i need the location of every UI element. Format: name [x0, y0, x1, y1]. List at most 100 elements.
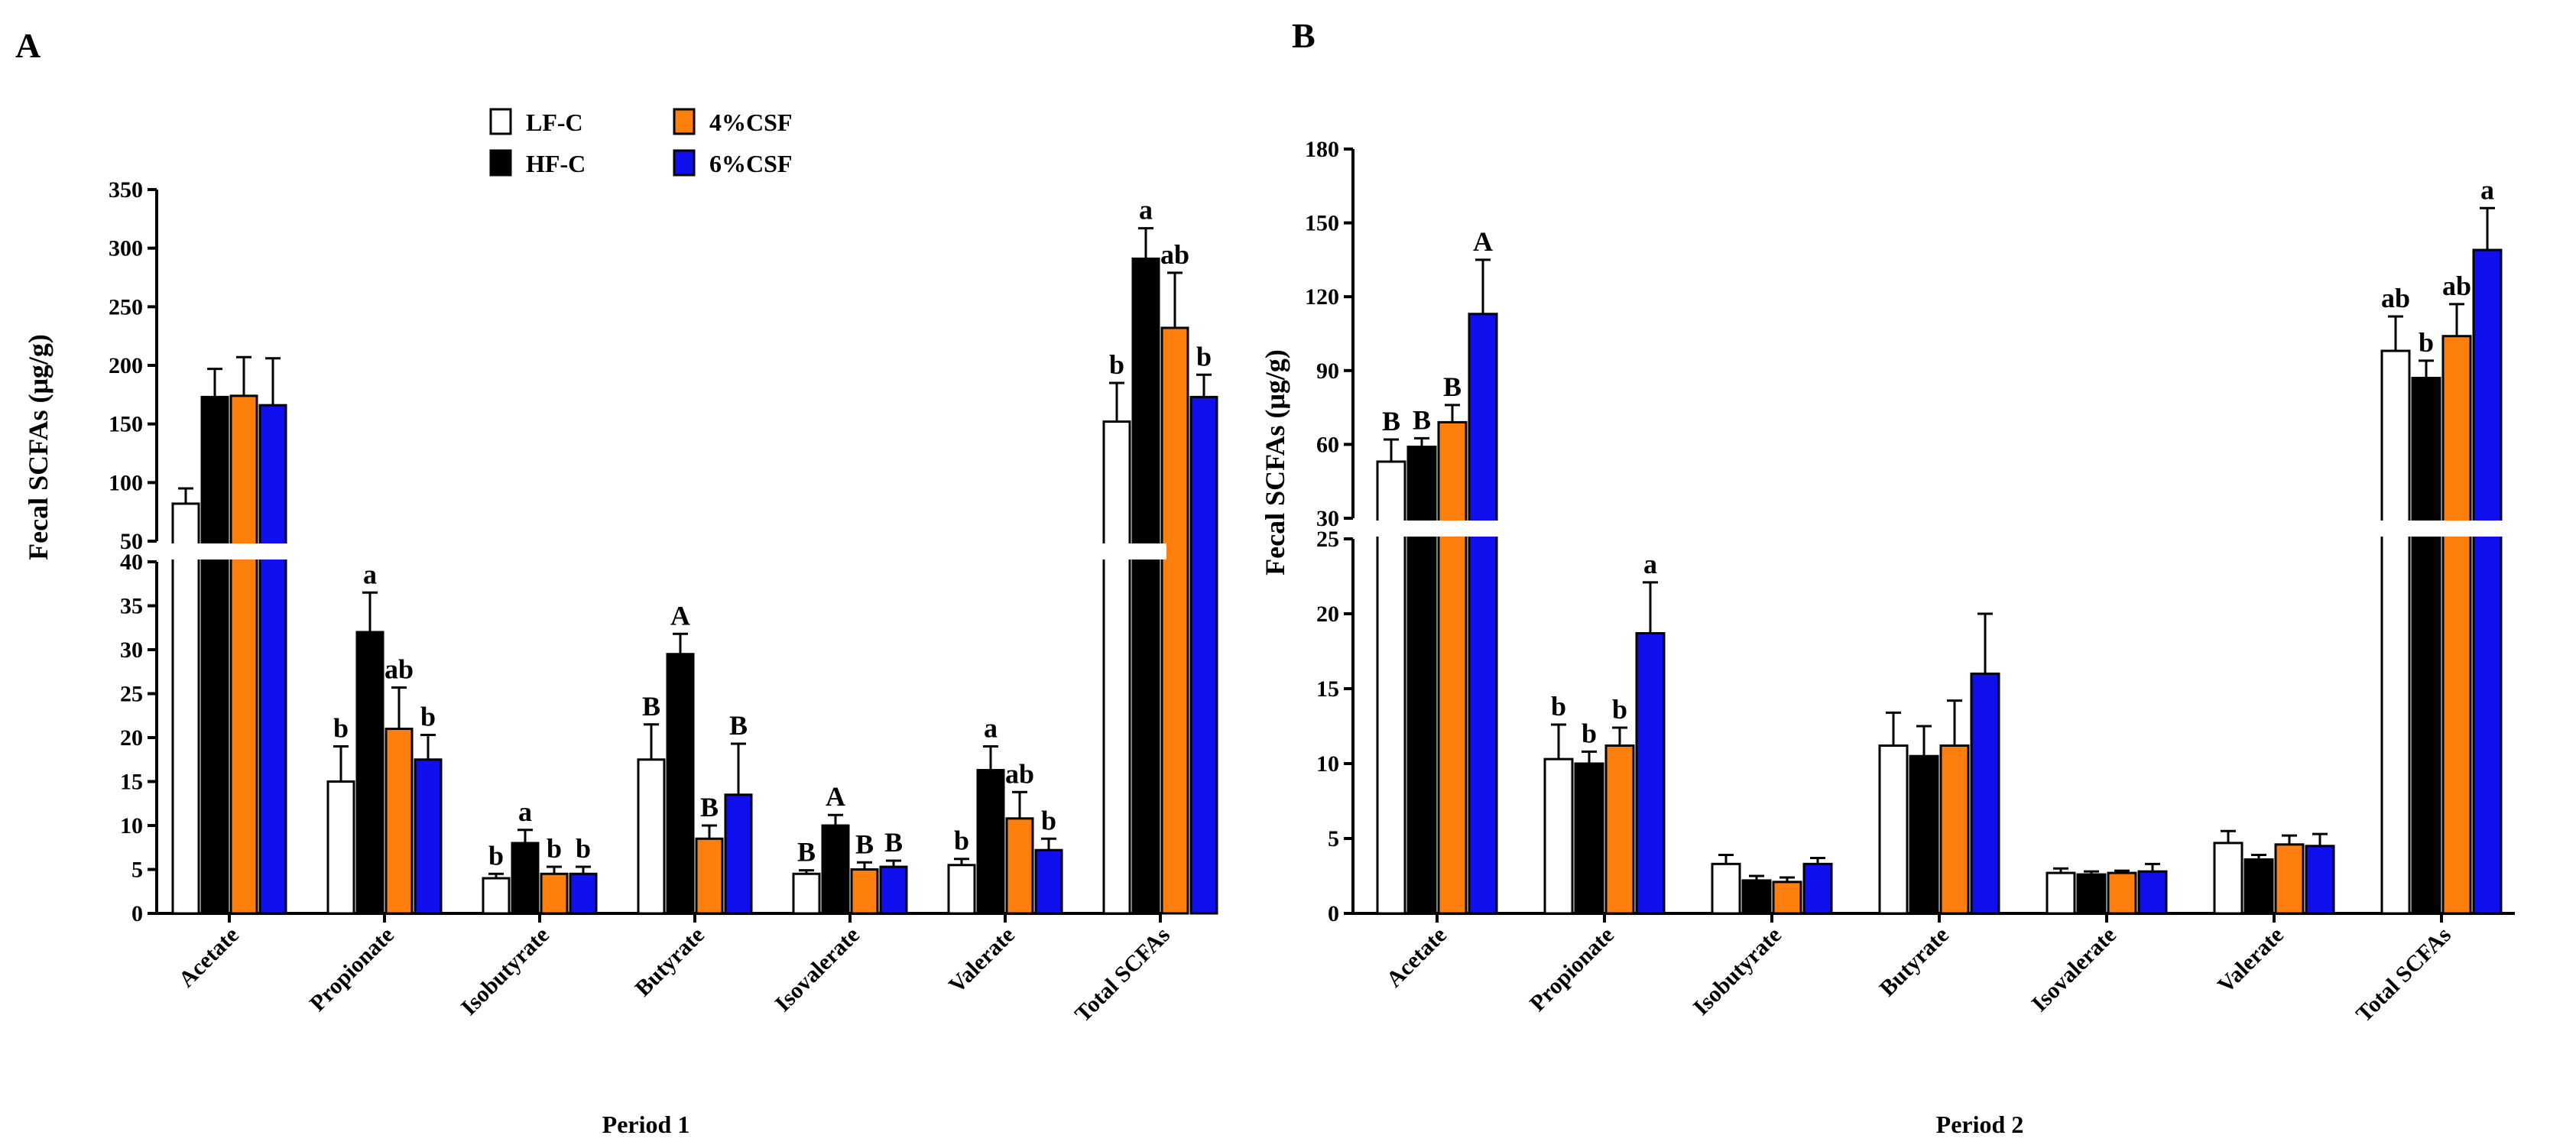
bar-total-scfas-6csf	[1189, 395, 1218, 915]
significance-label: b	[1196, 341, 1212, 371]
bar-acetate-hf-c	[200, 395, 229, 915]
bar-acetate-lf-c	[1376, 460, 1406, 915]
bar-acetate-4csf	[229, 394, 258, 915]
y-tick-label: 180	[1305, 137, 1339, 162]
bar-isovalerate-6csf	[2137, 870, 2168, 915]
y-tick-label: 200	[109, 353, 143, 378]
bar-propionate-lf-c	[1543, 757, 1574, 915]
significance-label: B	[642, 691, 660, 722]
y-tick-label: 60	[1316, 432, 1339, 457]
legend-label-lf-c: LF-C	[526, 109, 583, 136]
bar-propionate-6csf	[414, 758, 443, 915]
significance-label: B	[1382, 406, 1400, 436]
significance-label: ab	[1005, 758, 1034, 789]
significance-label: B	[884, 827, 903, 858]
significance-label: b	[954, 826, 969, 856]
panel-b-y-axis-label: Fecal SCFAs (μg/g)	[1260, 349, 1290, 576]
y-tick-label: 90	[1316, 358, 1339, 384]
legend-swatch-6csf	[673, 149, 696, 177]
bar-acetate-lf-c	[171, 502, 200, 915]
significance-label: B	[855, 829, 874, 859]
significance-label: b	[488, 840, 504, 871]
bar-propionate-4csf	[1604, 744, 1635, 915]
bar-isobutyrate-lf-c	[1711, 862, 1741, 915]
y-tick-label: 10	[120, 813, 143, 838]
bar-valerate-4csf	[1005, 817, 1034, 915]
x-tick-label: Isovalerate	[2026, 923, 2120, 1017]
y-tick-label: 20	[1316, 602, 1339, 627]
bar-propionate-hf-c	[1574, 762, 1604, 915]
y-tick-label: 30	[1316, 506, 1339, 531]
x-tick-label: Isobutyrate	[1689, 923, 1786, 1020]
y-tick-label: 25	[1316, 527, 1339, 552]
bar-total-scfas-hf-c	[1131, 257, 1160, 915]
significance-label: B	[797, 837, 816, 868]
x-tick-label: Propionate	[305, 923, 399, 1017]
y-tick-label: 250	[109, 294, 143, 319]
significance-label: b	[1109, 349, 1124, 380]
bar-isobutyrate-hf-c	[511, 842, 540, 915]
bar-isobutyrate-4csf	[540, 872, 569, 915]
y-tick-label: 0	[1328, 901, 1339, 926]
significance-label: B	[1413, 404, 1431, 435]
bar-butyrate-4csf	[695, 837, 724, 915]
bar-valerate-hf-c	[2243, 858, 2274, 915]
significance-label: b	[333, 713, 349, 744]
bar-acetate-6csf	[258, 404, 287, 915]
bar-butyrate-4csf	[1939, 744, 1970, 915]
bar-valerate-hf-c	[976, 769, 1005, 915]
bar-total-scfas-hf-c	[2411, 376, 2441, 915]
bar-isovalerate-6csf	[879, 865, 908, 915]
y-tick-label: 150	[1305, 211, 1339, 236]
x-tick-label: Propionate	[1525, 923, 1619, 1017]
significance-label: b	[576, 833, 591, 864]
y-tick-label: 30	[120, 637, 143, 663]
significance-label: b	[1551, 691, 1566, 722]
y-tick-label: 10	[1316, 751, 1339, 777]
x-tick-label: Total SCFAs	[1070, 923, 1175, 1027]
bar-total-scfas-lf-c	[1102, 420, 1131, 915]
significance-label: a	[2480, 174, 2494, 205]
significance-label: ab	[2381, 283, 2410, 313]
significance-label: B	[729, 710, 748, 741]
y-tick-label: 15	[120, 770, 143, 795]
significance-label: B	[700, 792, 719, 822]
axis-break-gap	[154, 543, 1166, 560]
bar-valerate-4csf	[2274, 843, 2305, 915]
significance-label: ab	[384, 654, 414, 684]
significance-label: b	[1041, 805, 1056, 835]
bar-isobutyrate-lf-c	[482, 877, 511, 915]
y-tick-label: 300	[109, 236, 143, 261]
x-tick-label: Butyrate	[630, 923, 709, 1001]
bar-acetate-4csf	[1437, 420, 1468, 915]
bar-propionate-hf-c	[355, 631, 384, 915]
y-tick-label: 5	[1328, 826, 1339, 851]
significance-label: a	[1643, 549, 1657, 579]
bar-valerate-lf-c	[947, 864, 976, 915]
significance-label: A	[826, 781, 845, 812]
bar-butyrate-6csf	[1970, 672, 2000, 915]
x-tick-label: Butyrate	[1874, 923, 1953, 1001]
bar-isovalerate-4csf	[2107, 871, 2137, 915]
significance-label: b	[2419, 327, 2434, 358]
legend-label-6csf: 6%CSF	[709, 150, 792, 177]
significance-label: b	[1612, 694, 1627, 725]
bar-propionate-lf-c	[326, 780, 355, 915]
bar-acetate-hf-c	[1406, 446, 1437, 915]
bar-propionate-4csf	[384, 728, 414, 915]
bar-valerate-6csf	[1034, 848, 1063, 915]
y-tick-label: 100	[109, 470, 143, 495]
x-tick-label: Acetate	[174, 923, 244, 993]
panel-b-label: B	[1292, 16, 1316, 55]
bar-total-scfas-6csf	[2472, 248, 2503, 915]
x-tick-label: Valerate	[944, 923, 1020, 998]
significance-label: a	[1139, 195, 1153, 225]
bar-total-scfas-4csf	[2441, 335, 2472, 915]
y-tick-label: 25	[120, 682, 143, 707]
bar-valerate-lf-c	[2213, 842, 2243, 915]
y-tick-label: 50	[120, 529, 143, 554]
x-tick-label: Isobutyrate	[456, 923, 554, 1020]
bar-butyrate-6csf	[724, 793, 753, 915]
legend-swatch-4csf	[673, 108, 696, 135]
